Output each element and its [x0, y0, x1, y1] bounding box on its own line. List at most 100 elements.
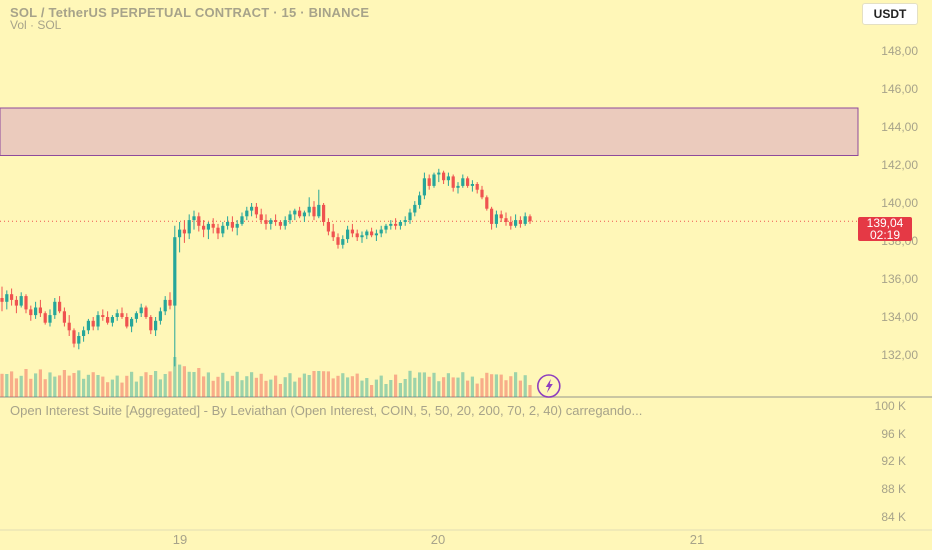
candle[interactable]	[365, 231, 369, 236]
candle[interactable]	[24, 296, 28, 310]
candle[interactable]	[466, 178, 470, 186]
candle[interactable]	[178, 229, 182, 238]
candle[interactable]	[250, 206, 254, 211]
candle[interactable]	[456, 185, 460, 188]
candle[interactable]	[278, 222, 282, 226]
candle[interactable]	[67, 322, 71, 331]
candle[interactable]	[374, 233, 378, 236]
candle[interactable]	[418, 195, 422, 205]
candle[interactable]	[475, 184, 479, 190]
candle[interactable]	[518, 220, 522, 224]
candle[interactable]	[293, 210, 297, 215]
candle[interactable]	[307, 206, 311, 213]
candle[interactable]	[413, 204, 417, 213]
candle[interactable]	[283, 220, 287, 226]
candle[interactable]	[336, 237, 340, 245]
candle[interactable]	[499, 214, 503, 219]
candle[interactable]	[408, 212, 412, 221]
candle[interactable]	[0, 298, 4, 302]
candle[interactable]	[77, 336, 81, 344]
candle[interactable]	[341, 239, 345, 245]
candle[interactable]	[14, 299, 18, 306]
candle[interactable]	[269, 220, 273, 224]
candle[interactable]	[331, 231, 335, 238]
candle[interactable]	[480, 189, 484, 198]
candle[interactable]	[221, 225, 225, 234]
candle[interactable]	[485, 197, 489, 209]
candle[interactable]	[115, 313, 119, 317]
candle[interactable]	[254, 206, 258, 215]
candle[interactable]	[274, 220, 278, 222]
volume-legend[interactable]: Vol · SOL	[10, 18, 62, 32]
candle[interactable]	[187, 220, 191, 234]
candle[interactable]	[158, 311, 162, 321]
candle[interactable]	[245, 210, 249, 217]
candle[interactable]	[437, 172, 441, 175]
candle[interactable]	[403, 220, 407, 222]
candle[interactable]	[139, 307, 143, 314]
candle[interactable]	[10, 294, 14, 300]
candle[interactable]	[48, 315, 52, 323]
candle[interactable]	[494, 214, 498, 224]
candle[interactable]	[470, 184, 474, 186]
candle[interactable]	[528, 216, 532, 222]
candle[interactable]	[298, 210, 302, 217]
candle[interactable]	[134, 313, 138, 319]
candle[interactable]	[62, 311, 66, 323]
candle[interactable]	[432, 174, 436, 186]
candle[interactable]	[422, 178, 426, 196]
candle[interactable]	[34, 307, 38, 316]
candle[interactable]	[360, 235, 364, 238]
candle[interactable]	[235, 223, 239, 228]
candle[interactable]	[226, 222, 230, 226]
candle[interactable]	[442, 172, 446, 181]
candle[interactable]	[96, 315, 100, 327]
indicator-legend[interactable]: Open Interest Suite [Aggregated] - By Le…	[10, 403, 643, 418]
candle[interactable]	[446, 176, 450, 181]
candle[interactable]	[355, 233, 359, 238]
candle[interactable]	[110, 317, 114, 323]
candle[interactable]	[350, 229, 354, 234]
candle[interactable]	[264, 220, 268, 224]
candle[interactable]	[163, 299, 167, 312]
candle[interactable]	[43, 313, 47, 323]
candle[interactable]	[302, 212, 306, 217]
candle[interactable]	[173, 237, 177, 306]
candle[interactable]	[120, 313, 124, 317]
candle[interactable]	[394, 223, 398, 226]
candle[interactable]	[398, 222, 402, 226]
candle[interactable]	[19, 296, 23, 306]
candle[interactable]	[461, 178, 465, 186]
candle[interactable]	[58, 301, 62, 312]
symbol-title[interactable]: SOL / TetherUS PERPETUAL CONTRACT · 15 ·…	[10, 5, 370, 20]
candle[interactable]	[72, 330, 76, 344]
candle[interactable]	[91, 320, 95, 327]
candle[interactable]	[514, 220, 518, 226]
candle[interactable]	[523, 216, 527, 224]
candle[interactable]	[192, 216, 196, 221]
candle[interactable]	[240, 216, 244, 224]
candle[interactable]	[346, 229, 350, 240]
candle[interactable]	[312, 206, 316, 217]
candle[interactable]	[230, 222, 234, 228]
candle[interactable]	[182, 229, 186, 234]
candle[interactable]	[451, 176, 455, 188]
candle[interactable]	[154, 320, 158, 331]
candle[interactable]	[259, 214, 263, 221]
candle[interactable]	[317, 204, 321, 217]
candle[interactable]	[144, 307, 148, 318]
candle[interactable]	[5, 294, 9, 302]
candle[interactable]	[504, 218, 508, 222]
candle[interactable]	[168, 299, 172, 306]
candle[interactable]	[82, 330, 86, 336]
candle[interactable]	[206, 223, 210, 230]
candle[interactable]	[216, 227, 220, 234]
candle[interactable]	[322, 204, 326, 222]
candle[interactable]	[490, 208, 494, 224]
candle[interactable]	[370, 231, 374, 236]
currency-button[interactable]: USDT	[862, 3, 918, 25]
candle[interactable]	[509, 222, 513, 226]
supply-zone[interactable]	[0, 107, 859, 156]
candle[interactable]	[29, 309, 33, 316]
